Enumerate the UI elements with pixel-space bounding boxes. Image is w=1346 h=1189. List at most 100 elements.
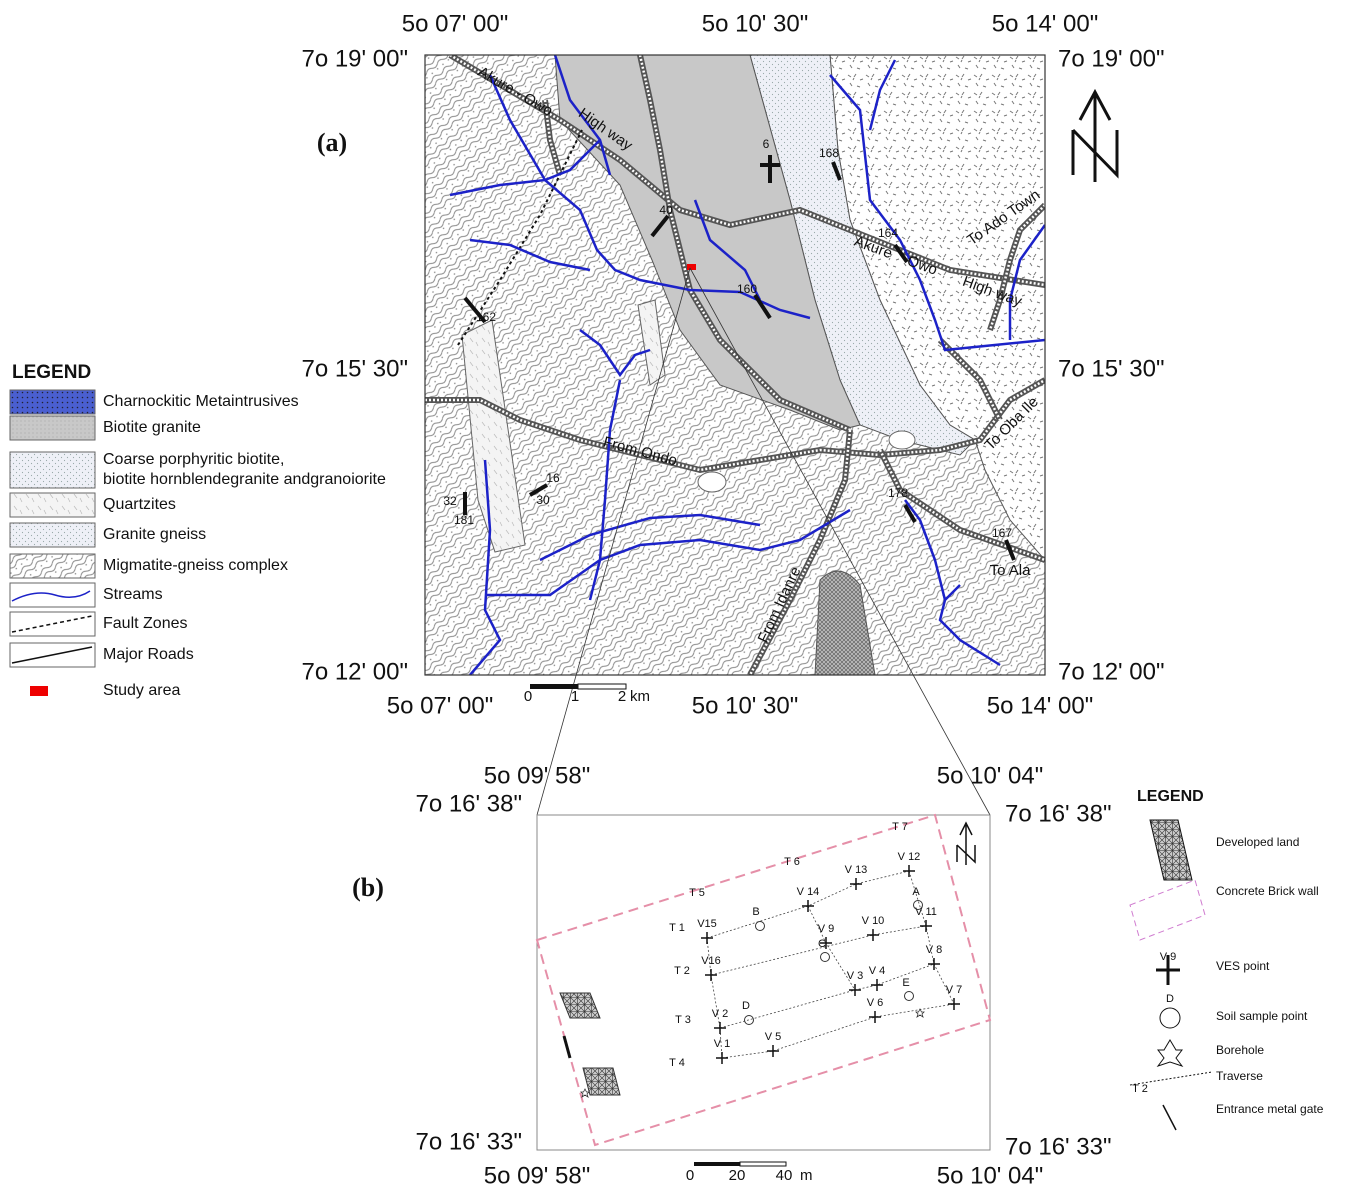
inlier	[889, 431, 915, 449]
inlier	[698, 472, 726, 492]
traverse-label: T 1	[669, 922, 685, 934]
legend-swatch	[30, 686, 48, 696]
ves-label: V 2	[712, 1008, 729, 1020]
map-a	[425, 55, 1045, 675]
ves-label: V 7	[946, 984, 963, 996]
ves-label: V 6	[867, 997, 884, 1009]
longitude-label: 5o 07' 00"	[402, 10, 509, 37]
figure: 5o 07' 00"5o 10' 30"5o 14' 00"5o 07' 00"…	[0, 0, 1346, 1189]
legend-swatch	[10, 452, 95, 488]
latitude-label: 7o 12' 00"	[1058, 658, 1165, 685]
map-annotation: To Ala	[990, 562, 1032, 579]
latitude-label: 7o 12' 00"	[301, 658, 408, 685]
ves-label: V 11	[915, 906, 937, 918]
map-annotation: 178	[888, 486, 908, 500]
soil-label: A	[912, 886, 920, 898]
panel-label: (a)	[317, 128, 347, 157]
legend-label: VES point	[1216, 959, 1270, 973]
map-annotation: 30	[536, 493, 550, 507]
traverse-label: T 5	[689, 887, 705, 899]
legend-label: Fault Zones	[103, 615, 187, 632]
legend-symbol-label: T 2	[1132, 1083, 1148, 1095]
map-annotation: 32	[443, 494, 457, 508]
legend-label: Major Roads	[103, 646, 194, 663]
scale-label: 2	[618, 688, 626, 705]
legend-swatch	[12, 647, 92, 663]
legend-label: Streams	[103, 586, 163, 603]
legend-label: Borehole	[1216, 1043, 1264, 1057]
scale-label: 40	[776, 1167, 793, 1184]
longitude-label: 5o 14' 00"	[992, 10, 1099, 37]
soil-label: C	[818, 938, 826, 950]
legend-swatch	[10, 493, 95, 517]
ves-label: V 10	[862, 915, 885, 927]
traverse-label: T 7	[892, 821, 908, 833]
longitude-label: 5o 10' 30"	[692, 692, 799, 719]
map-annotation: 160	[737, 282, 757, 296]
soil-label: B	[752, 906, 759, 918]
legend-box	[10, 612, 95, 636]
map-annotation: 168	[819, 146, 839, 160]
legend-label: Study area	[103, 682, 180, 699]
scale-bar-b	[694, 1162, 786, 1166]
legend-title: LEGEND	[12, 362, 91, 383]
longitude-label: 5o 10' 04"	[937, 1162, 1044, 1189]
longitude-label: 5o 14' 00"	[987, 692, 1094, 719]
legend-title: LEGEND	[1137, 788, 1204, 805]
ves-label: V 8	[926, 944, 943, 956]
legend-label: Charnockitic Metaintrusives	[103, 393, 299, 410]
latitude-label: 7o 19' 00"	[301, 45, 408, 72]
longitude-label: 5o 10' 30"	[702, 10, 809, 37]
map-annotation: 167	[992, 526, 1012, 540]
ves-label: V 13	[845, 864, 868, 876]
legend-swatch	[10, 523, 95, 547]
legend-swatch	[12, 616, 92, 632]
legend-label: Soil sample point	[1216, 1009, 1308, 1023]
ves-label: V 9	[818, 923, 835, 935]
latitude-label: 7o 16' 38"	[415, 790, 522, 817]
scale-unit: km	[630, 688, 650, 705]
legend-label: Entrance metal gate	[1216, 1102, 1324, 1116]
legend-label: biotite hornblendegranite andgranoiorite	[103, 471, 386, 488]
map-annotation: 6	[763, 137, 770, 151]
legend-swatch	[10, 390, 95, 414]
legend-label: Developed land	[1216, 835, 1299, 849]
latitude-label: 7o 16' 38"	[1005, 800, 1112, 827]
developed-land	[583, 1068, 620, 1095]
study-area	[687, 264, 696, 270]
legend-label: Quartzites	[103, 496, 176, 513]
panel-label: (b)	[352, 873, 384, 902]
longitude-label: 5o 09' 58"	[484, 1162, 591, 1189]
soil-label: D	[742, 1000, 750, 1012]
latitude-label: 7o 15' 30"	[1058, 355, 1165, 382]
frame-b	[537, 815, 990, 1150]
traverse-label: T 2	[674, 965, 690, 977]
legend-label: Migmatite-gneiss complex	[103, 557, 288, 574]
legend-symbol-label: V 9	[1160, 951, 1177, 963]
ves-label: V 4	[869, 965, 886, 977]
legend-label: Concrete Brick wall	[1216, 884, 1319, 898]
ves-label: V 1	[714, 1038, 731, 1050]
legend-label: Granite gneiss	[103, 526, 206, 543]
longitude-label: 5o 10' 04"	[937, 762, 1044, 789]
legend-label: Traverse	[1216, 1069, 1263, 1083]
scale-unit: m	[800, 1167, 813, 1184]
north-arrow	[1073, 92, 1117, 182]
latitude-label: 7o 16' 33"	[415, 1128, 522, 1155]
legend-swatch	[10, 416, 95, 440]
latitude-label: 7o 19' 00"	[1058, 45, 1165, 72]
soil-label: E	[902, 977, 909, 989]
scale-label: 1	[571, 688, 579, 705]
latitude-label: 7o 15' 30"	[301, 355, 408, 382]
ves-label: V 3	[847, 970, 864, 982]
scale-label: 0	[524, 688, 532, 705]
traverse-label: T 6	[784, 856, 800, 868]
scale-label: 20	[729, 1167, 746, 1184]
map-annotation: 181	[454, 513, 474, 527]
map-annotation: 40	[659, 203, 673, 217]
legend-swatch	[12, 591, 90, 601]
longitude-label: 5o 09' 58"	[484, 762, 591, 789]
legend-swatch	[10, 554, 95, 578]
ves-label: V16	[701, 955, 721, 967]
ves-label: V15	[697, 918, 717, 930]
